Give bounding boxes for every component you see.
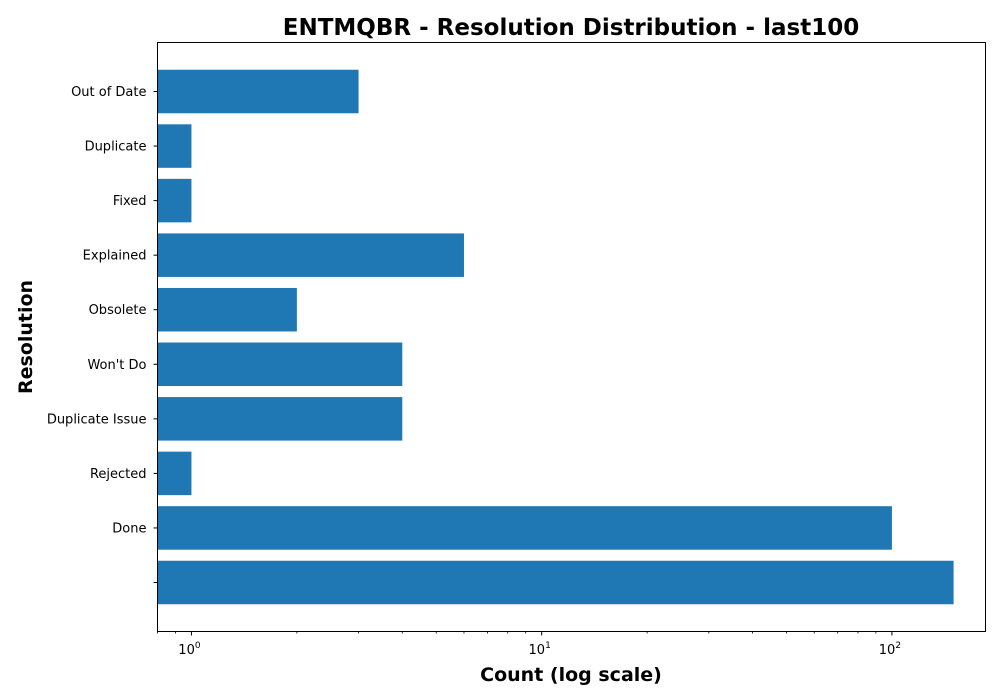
bar bbox=[157, 178, 192, 223]
y-tick-label: Obsolete bbox=[89, 303, 147, 318]
x-ticks-group: 100 101 102 bbox=[157, 631, 901, 658]
y-tick-label: Rejected bbox=[90, 467, 147, 482]
y-ticks-group: Done Rejected Duplicate Issue Won't Do Obsol… bbox=[47, 85, 158, 583]
y-tick-label: Duplicate bbox=[85, 140, 147, 155]
bar bbox=[157, 560, 954, 605]
bars-group bbox=[157, 69, 954, 605]
bar bbox=[157, 506, 892, 550]
x-tick-label: 102 bbox=[879, 641, 901, 658]
bar bbox=[157, 233, 464, 277]
chart-title: ENTMQBR - Resolution Distribution - last… bbox=[283, 15, 859, 41]
bar bbox=[157, 451, 192, 496]
y-tick-label: Duplicate Issue bbox=[47, 412, 147, 427]
plot-frame bbox=[157, 42, 986, 632]
x-tick-label: 101 bbox=[529, 641, 551, 658]
y-tick-label: Won't Do bbox=[87, 358, 146, 373]
x-axis-label: Count (log scale) bbox=[480, 664, 662, 686]
bar bbox=[157, 397, 403, 441]
y-tick-label: Done bbox=[112, 521, 146, 536]
y-tick-label: Fixed bbox=[113, 194, 147, 209]
y-tick-label: Explained bbox=[83, 249, 147, 264]
bar bbox=[157, 342, 403, 387]
bar bbox=[157, 69, 359, 114]
y-tick-label: Out of Date bbox=[71, 85, 146, 100]
x-tick-label: 100 bbox=[178, 641, 201, 658]
bar bbox=[157, 287, 297, 332]
y-axis-label: Resolution bbox=[15, 280, 37, 394]
bar bbox=[157, 124, 192, 168]
